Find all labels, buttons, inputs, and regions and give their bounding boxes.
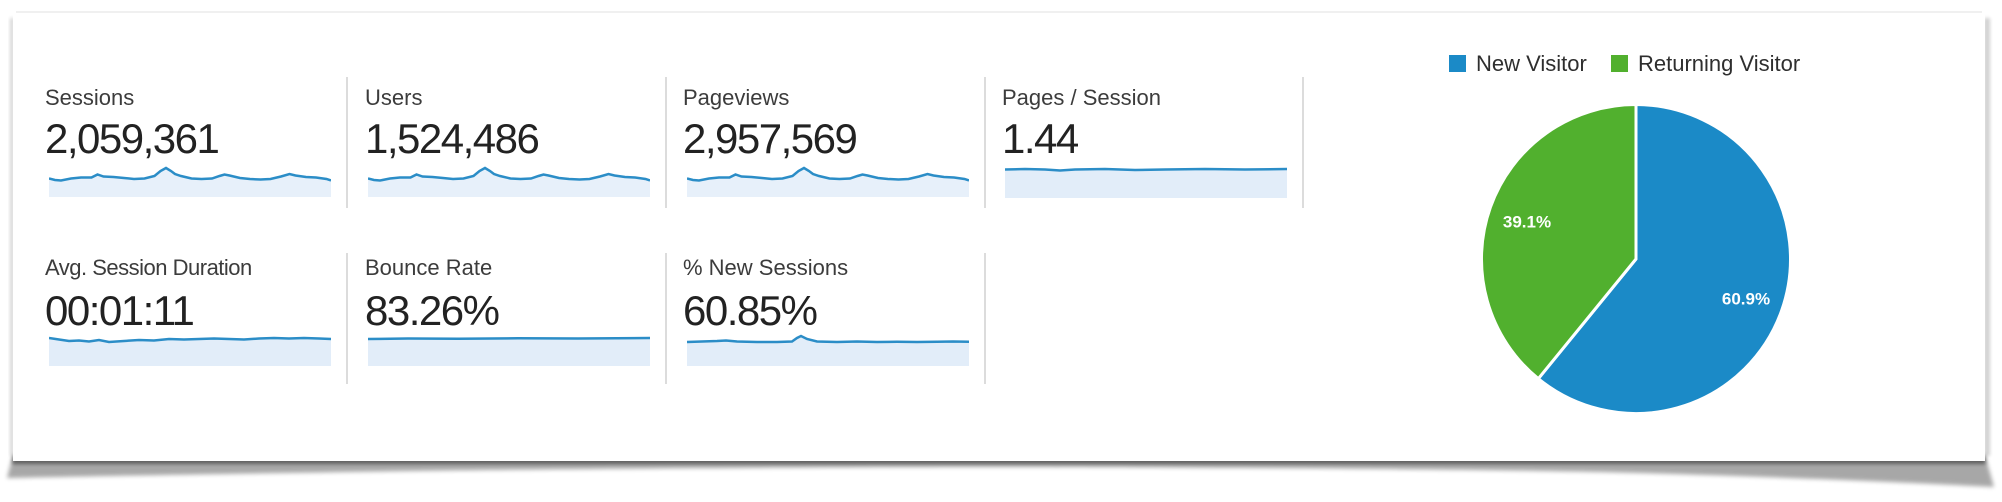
svg-text:39.1%: 39.1% — [1503, 213, 1551, 232]
svg-text:60.9%: 60.9% — [1722, 290, 1770, 309]
